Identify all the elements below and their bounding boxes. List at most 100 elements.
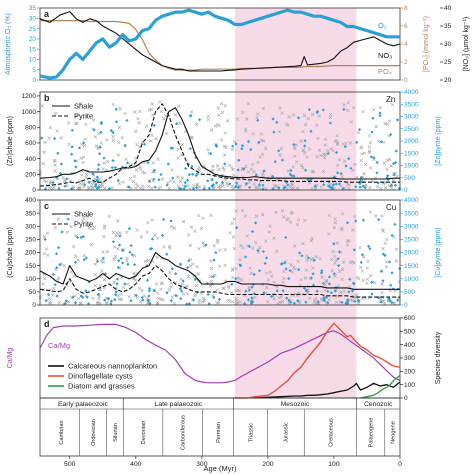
- c-shale-sample-point: [290, 210, 294, 215]
- c-right-axis-tick-label: 3000: [404, 223, 419, 230]
- b-shale-sample-point: [138, 165, 142, 169]
- diversity-axis-tick-label: 600: [404, 315, 415, 322]
- c-pyrite-sample-point: [165, 252, 169, 256]
- b-shale-sample-point: [382, 161, 387, 165]
- b-shale-sample-point: [79, 101, 83, 106]
- panel-letter-c: c: [44, 201, 49, 211]
- o2-axis-tick-label: 25: [29, 26, 37, 33]
- b-shale-sample-point: [42, 150, 46, 155]
- b-pyrite-sample-point: [59, 162, 64, 166]
- c-shale-sample-point: [221, 286, 225, 290]
- c-shale-sample-point: [272, 280, 276, 285]
- b-pyrite-sample-point: [358, 181, 362, 186]
- c-pyrite-sample-point: [390, 233, 394, 238]
- b-shale-sample-point: [102, 161, 106, 165]
- c-shale-sample-point: [336, 284, 341, 288]
- b-pyrite-sample-point: [109, 128, 113, 133]
- c-shale-sample-point: [133, 278, 138, 282]
- c-shale-sample-point: [62, 263, 66, 268]
- c-shale-sample-point: [358, 265, 363, 269]
- c-shale-sample-point: [159, 287, 163, 291]
- c-shale-sample-point: [119, 298, 123, 302]
- b-pyrite-sample-point: [183, 184, 187, 188]
- c-left-axis-tick-label: 250: [25, 237, 36, 244]
- c-shale-sample-point: [374, 214, 378, 218]
- b-pyrite-sample-point: [289, 168, 293, 173]
- b-shale-sample-point: [356, 130, 361, 135]
- b-shale-sample-point: [82, 143, 87, 148]
- b-shale-sample-point: [91, 186, 95, 190]
- b-shale-sample-point: [261, 106, 266, 111]
- legend-o2: O₂: [378, 21, 387, 30]
- c-pyrite-sample-point: [249, 301, 254, 305]
- c-pyrite-sample-point: [285, 296, 289, 300]
- b-pyrite-sample-point: [328, 121, 332, 125]
- c-shale-sample-point: [197, 298, 201, 302]
- b-shale-sample-point: [319, 185, 324, 189]
- c-shale-sample-point: [337, 269, 342, 274]
- b-shale-sample-point: [213, 124, 218, 128]
- c-right-axis-tick-label: 1000: [404, 276, 419, 283]
- b-shale-sample-point: [359, 158, 363, 163]
- b-shale-sample-point: [367, 149, 372, 153]
- b-shale-sample-point: [390, 103, 395, 107]
- c-pyrite-sample-point: [326, 289, 330, 294]
- c-shale-sample-point: [327, 298, 331, 302]
- c-shale-sample-point: [230, 275, 235, 280]
- b-pyrite-sample-point: [184, 166, 188, 171]
- b-shale-sample-point: [341, 142, 345, 146]
- c-pyrite-sample-point: [120, 261, 125, 265]
- b-shale-sample-point: [342, 159, 347, 163]
- b-pyrite-sample-point: [73, 159, 77, 163]
- b-shale-sample-point: [117, 181, 122, 186]
- c-pyrite-sample-point: [119, 256, 123, 261]
- b-shale-sample-point: [323, 137, 328, 142]
- b-shale-sample-point: [47, 136, 51, 140]
- c-shale-sample-point: [303, 218, 307, 223]
- b-shale-sample-point: [299, 139, 303, 143]
- c-shale-sample-point: [69, 224, 73, 229]
- b-pyrite-sample-point: [214, 181, 219, 185]
- c-pyrite-sample-point: [114, 293, 118, 297]
- c-shale-sample-point: [159, 297, 163, 301]
- c-shale-sample-point: [56, 217, 60, 221]
- c-pyrite-sample-point: [47, 293, 51, 297]
- legend-c-shale: Shale: [74, 210, 93, 219]
- legend-d-label-0: Calcareous nannoplankton: [68, 362, 157, 371]
- b-shale-sample-point: [302, 113, 307, 118]
- b-pyrite-sample-point: [375, 171, 379, 175]
- b-shale-sample-point: [219, 137, 224, 142]
- c-shale-sample-point: [239, 278, 244, 282]
- b-shale-sample-point: [225, 181, 229, 186]
- b-shale-sample-point: [280, 111, 284, 115]
- c-pyrite-sample-point: [393, 222, 397, 226]
- era-label: Mesozoic: [281, 401, 310, 408]
- b-pyrite-sample-point: [261, 183, 265, 187]
- b-shale-sample-point: [84, 172, 89, 177]
- b-shale-sample-point: [178, 121, 182, 126]
- c-pyrite-sample-point: [396, 298, 400, 302]
- po4-axis-tick-label: 2: [404, 59, 408, 66]
- b-shale-sample-point: [335, 142, 340, 147]
- c-shale-sample-point: [150, 218, 154, 222]
- c-shale-sample-point: [44, 247, 49, 251]
- b-pyrite-sample-point: [107, 186, 112, 191]
- b-shale-sample-point: [137, 121, 141, 125]
- b-shale-sample-point: [288, 185, 292, 189]
- b-shale-sample-point: [306, 116, 310, 121]
- b-pyrite-sample-point: [195, 172, 199, 176]
- y-label-no3: [NO₃] (µmol kg⁻¹): [463, 17, 470, 72]
- b-shale-sample-point: [160, 177, 165, 181]
- ca-mg-series-label: Ca/Mg: [48, 341, 70, 350]
- c-pyrite-sample-point: [345, 221, 350, 225]
- c-shale-sample-point: [365, 277, 370, 282]
- panel-letter-d: d: [44, 319, 50, 329]
- b-shale-sample-point: [326, 148, 330, 153]
- c-pyrite-sample-point: [281, 289, 285, 293]
- c-shale-sample-point: [230, 290, 234, 295]
- c-shale-sample-point: [50, 293, 55, 297]
- c-pyrite-sample-point: [217, 297, 221, 301]
- c-shale-sample-point: [352, 214, 357, 219]
- b-pyrite-sample-point: [99, 122, 104, 126]
- b-pyrite-sample-point: [233, 185, 238, 189]
